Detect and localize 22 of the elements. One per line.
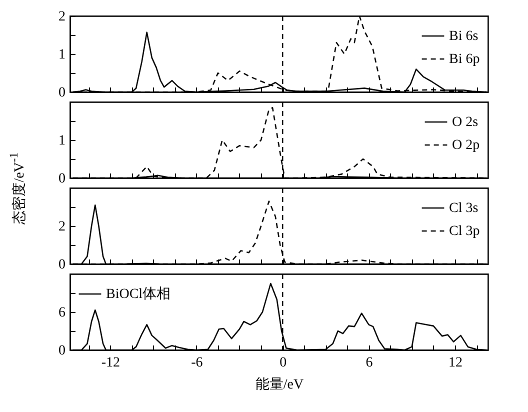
legend-label: O 2p bbox=[452, 138, 480, 153]
x-axis-title: 能量/eV bbox=[255, 376, 304, 392]
y-tick-label: 1 bbox=[58, 134, 66, 148]
x-tick-label: 12 bbox=[448, 356, 462, 370]
y-tick-label: 2 bbox=[58, 10, 66, 24]
legend-label: Cl 3s bbox=[449, 201, 478, 216]
legend-label: Bi 6p bbox=[449, 52, 480, 67]
y-tick-label: 0 bbox=[58, 86, 66, 100]
y-tick-label: 0 bbox=[58, 172, 66, 186]
y-tick-label: 0 bbox=[58, 344, 66, 358]
legend-label: Cl 3p bbox=[449, 224, 480, 239]
x-tick-label: 0 bbox=[280, 356, 287, 370]
legend-label: O 2s bbox=[452, 115, 478, 130]
x-tick-label: -6 bbox=[191, 356, 203, 370]
x-tick-label: -12 bbox=[101, 356, 120, 370]
y-tick-label: 2 bbox=[58, 220, 66, 234]
y-tick-label: 1 bbox=[58, 48, 66, 62]
x-tick-label: 6 bbox=[366, 356, 373, 370]
legend-label: Bi 6s bbox=[449, 29, 478, 44]
y-tick-label: 0 bbox=[58, 258, 66, 272]
legend-label: BiOCl体相 bbox=[106, 286, 171, 302]
y-tick-label: 6 bbox=[58, 306, 66, 320]
